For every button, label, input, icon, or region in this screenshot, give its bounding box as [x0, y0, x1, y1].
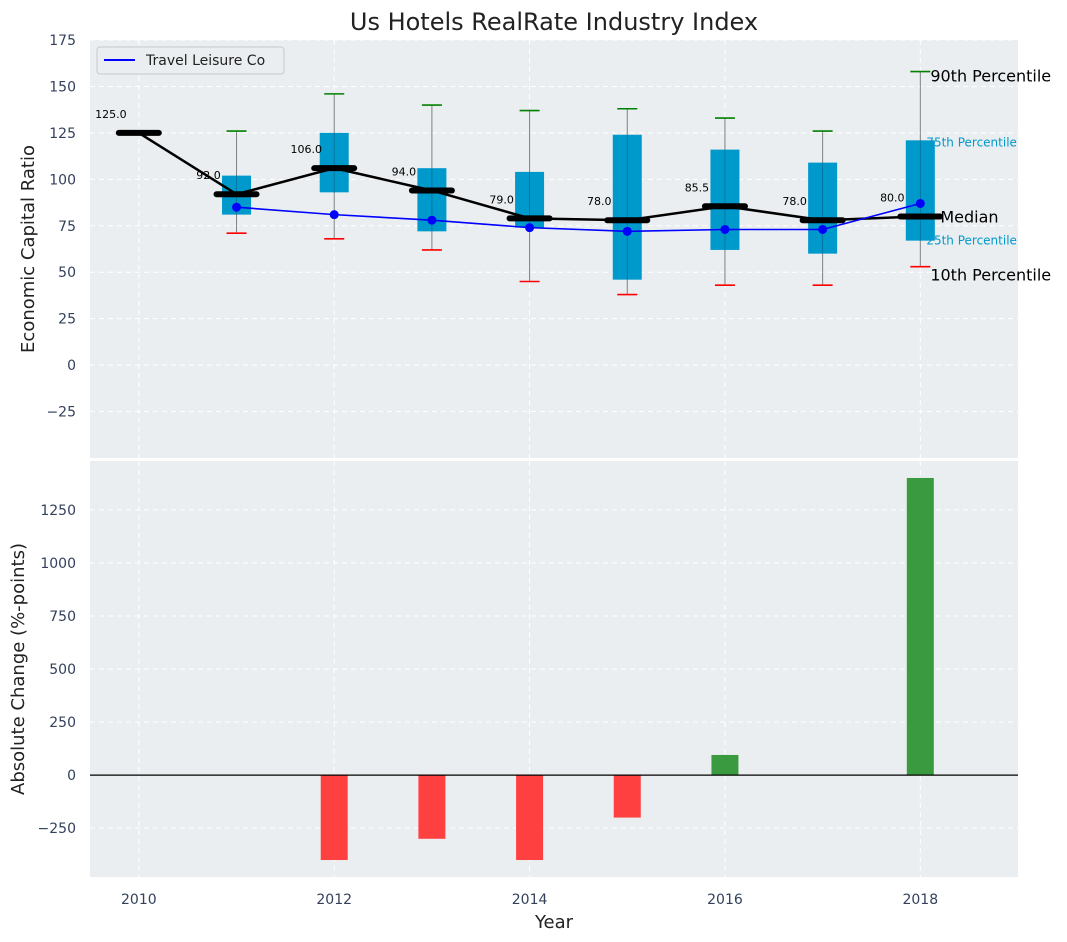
- bar-positive: [906, 477, 934, 776]
- bar-negative: [516, 775, 544, 861]
- top-y-tick-label: 150: [49, 79, 76, 95]
- x-tick-label: 2014: [512, 892, 548, 908]
- top-y-tick-label: 25: [58, 312, 76, 328]
- bar-negative: [613, 775, 641, 818]
- legend-label-travel-leisure: Travel Leisure Co: [145, 53, 265, 69]
- annotation-median: Median: [940, 207, 998, 226]
- top-y-ticks: 175 150 125 100 75 50 25 0 −25: [46, 33, 76, 421]
- median-value-label: 78.0: [782, 195, 807, 208]
- median-value-label: 106.0: [290, 143, 322, 156]
- bottom-y-tick-label: 1000: [40, 556, 76, 572]
- bottom-y-ticks: 1250 1000 750 500 250 0 −250: [38, 503, 76, 837]
- series-point-travel-leisure: [818, 224, 828, 234]
- annotation-25th-percentile: 25th Percentile: [926, 234, 1017, 248]
- median-value-label: 79.0: [489, 193, 514, 206]
- series-point-travel-leisure: [427, 215, 437, 225]
- median-value-label: 125.0: [95, 108, 127, 121]
- x-tick-label: 2010: [121, 892, 157, 908]
- x-tick-label: 2018: [902, 892, 938, 908]
- top-panel-background: [90, 40, 1018, 458]
- series-point-travel-leisure: [720, 224, 730, 234]
- median-value-label: 92.0: [196, 169, 221, 182]
- series-point-travel-leisure: [622, 226, 632, 236]
- bottom-y-axis-label: Absolute Change (%-points): [8, 543, 29, 795]
- legend: Travel Leisure Co: [96, 46, 285, 75]
- bar-positive: [711, 754, 739, 776]
- annotation-90th-percentile: 90th Percentile: [930, 67, 1051, 86]
- bottom-y-tick-label: 250: [49, 715, 76, 731]
- bar-negative: [320, 775, 348, 861]
- median-value-label: 85.5: [685, 181, 710, 194]
- bottom-y-tick-label: 1250: [40, 503, 76, 519]
- series-point-travel-leisure: [915, 198, 925, 208]
- series-point-travel-leisure: [525, 223, 535, 233]
- top-y-tick-label: 0: [67, 358, 76, 374]
- top-y-tick-label: 100: [49, 172, 76, 188]
- top-y-tick-label: 175: [49, 33, 76, 49]
- bar-negative: [418, 775, 446, 839]
- top-y-tick-label: 75: [58, 219, 76, 235]
- top-y-tick-label: −25: [46, 405, 76, 421]
- bottom-y-tick-label: −250: [38, 821, 76, 837]
- x-tick-label: 2016: [707, 892, 743, 908]
- annotation-10th-percentile: 10th Percentile: [930, 266, 1051, 285]
- bottom-x-ticks: 2010 2012 2014 2016 2018: [121, 892, 938, 908]
- series-point-travel-leisure: [232, 202, 242, 212]
- top-panel: 175 150 125 100 75 50 25 0 −25 125.0 92.0 106.0 94.…: [18, 33, 1051, 458]
- chart-title: Us Hotels RealRate Industry Index: [350, 8, 758, 36]
- top-y-tick-label: 50: [58, 265, 76, 281]
- series-point-travel-leisure: [329, 210, 339, 220]
- top-y-tick-label: 125: [49, 126, 76, 142]
- median-value-label: 78.0: [587, 195, 612, 208]
- bottom-y-tick-label: 0: [67, 768, 76, 784]
- bottom-marks: [90, 477, 1018, 861]
- annotation-75th-percentile: 75th Percentile: [926, 135, 1017, 149]
- x-tick-label: 2012: [316, 892, 352, 908]
- median-value-label: 94.0: [392, 165, 417, 178]
- bottom-y-tick-label: 500: [49, 662, 76, 678]
- bottom-y-tick-label: 750: [49, 609, 76, 625]
- median-value-label: 80.0: [880, 191, 905, 204]
- top-marks: 125.0 92.0 106.0 94.0 79.0 78.0 85.5 78.0 80.0 90…: [95, 67, 1051, 296]
- series-line-travel-leisure: [236, 202, 921, 233]
- top-y-axis-label: Economic Capital Ratio: [18, 145, 39, 353]
- bottom-grid: [90, 461, 1018, 877]
- x-axis-label: Year: [534, 912, 574, 933]
- legend-box: [96, 46, 285, 75]
